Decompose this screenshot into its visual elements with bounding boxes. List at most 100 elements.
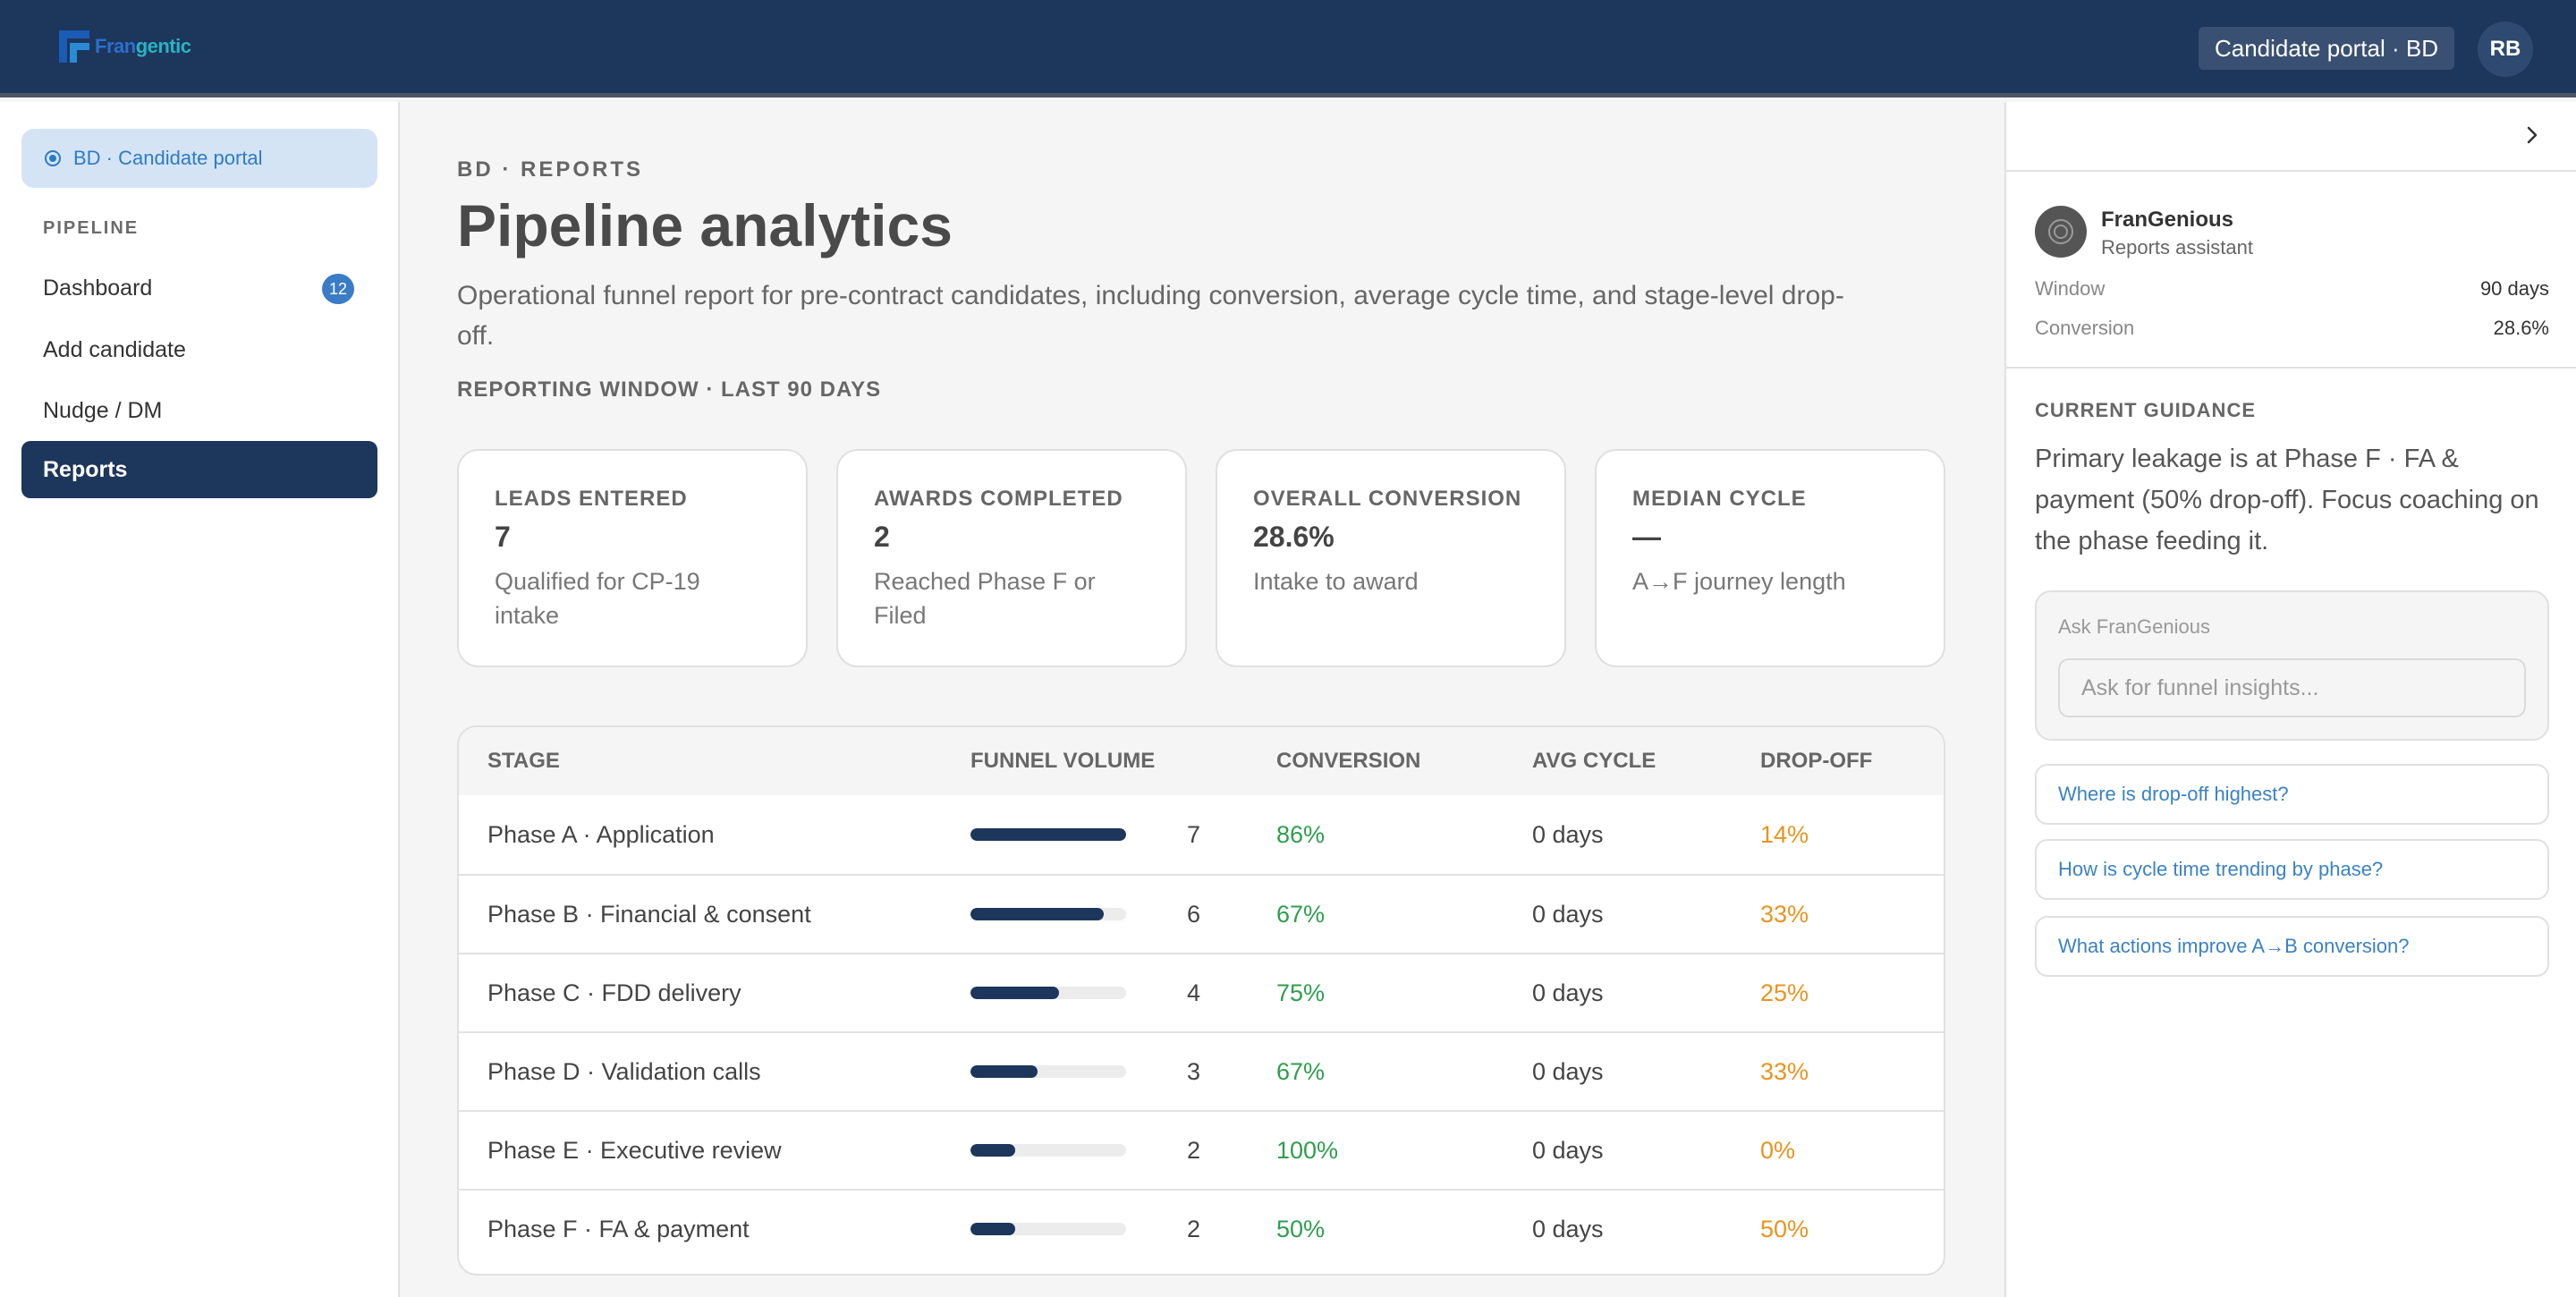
avg-cycle-cell: 0 days	[1532, 820, 1604, 848]
funnel-volume-bar-fill	[970, 1144, 1015, 1157]
avg-cycle-cell: 0 days	[1532, 1136, 1604, 1164]
notification-badge: 12	[322, 274, 354, 304]
kpi-description: Intake to award	[1253, 568, 1419, 595]
funnel-volume-bar	[970, 1144, 1126, 1157]
conversion-value: 28.6%	[2493, 317, 2549, 339]
conversion-cell: 67%	[1276, 900, 1326, 928]
funnel-volume-bar-fill	[970, 828, 1126, 841]
avg-cycle-cell: 0 days	[1532, 979, 1604, 1006]
page-subtitle: Operational funnel report for pre-contra…	[457, 281, 1844, 351]
table-row[interactable]: Phase D · Validation calls 3 67% 0 days 33%	[459, 1031, 1944, 1110]
stage-cell: Phase F · FA & payment	[487, 1215, 750, 1242]
portal-switcher-button[interactable]: Candidate portal · BD	[2198, 27, 2454, 70]
kpi-value: 7	[495, 521, 511, 553]
table-row[interactable]: Phase B · Financial & consent 6 67% 0 days 3…	[459, 874, 1944, 953]
user-avatar[interactable]: RB	[2478, 21, 2533, 77]
funnel-volume-bar-fill	[970, 1065, 1038, 1078]
kpi-card-awards: AWARDS COMPLETED 2 Reached Phase F or Fi…	[836, 449, 1187, 667]
assistant-avatar-icon	[2035, 206, 2087, 258]
portal-selector[interactable]: BD · Candidate portal	[21, 129, 377, 188]
column-header-avg-cycle: AVG CYCLE	[1532, 749, 1657, 773]
drop-off-cell: 33%	[1760, 900, 1809, 928]
assistant-role: Reports assistant	[2101, 236, 2253, 259]
breadcrumb: BD · REPORTS	[457, 157, 644, 182]
column-header-funnel-volume: FUNNEL VOLUME	[970, 749, 1156, 773]
volume-count-cell: 3	[1187, 1057, 1201, 1085]
stage-cell: Phase C · FDD delivery	[487, 979, 741, 1006]
funnel-volume-bar-fill	[970, 987, 1060, 999]
volume-count-cell: 7	[1187, 820, 1201, 848]
column-header-stage: STAGE	[487, 749, 560, 773]
volume-count-cell: 2	[1187, 1136, 1201, 1164]
reporting-window-label: REPORTING WINDOW · LAST 90 DAYS	[457, 377, 882, 402]
drop-off-cell: 25%	[1760, 979, 1809, 1006]
suggestion-button[interactable]: What actions improve A→B conversion?	[2035, 916, 2549, 977]
funnel-volume-bar	[970, 828, 1126, 841]
divider	[2006, 367, 2576, 369]
assistant-name: FranGenious	[2101, 208, 2234, 232]
stage-cell: Phase B · Financial & consent	[487, 900, 811, 928]
assistant-identity: FranGenious Reports assistant	[2035, 206, 2253, 259]
funnel-volume-bar	[970, 908, 1126, 920]
main-content: BD · REPORTS Pipeline analytics Operatio…	[402, 102, 2004, 1297]
sidebar-item-reports[interactable]: Reports	[21, 441, 377, 498]
assistant-panel: FranGenious Reports assistant Window 90 …	[2004, 102, 2576, 1297]
sidebar-item-nudge-dm[interactable]: Nudge / DM	[21, 382, 377, 439]
table-row[interactable]: Phase A · Application 7 86% 0 days 14%	[459, 795, 1944, 874]
chevron-right-icon[interactable]	[2519, 122, 2546, 148]
table-header: STAGE FUNNEL VOLUME CONVERSION AVG CYCLE…	[459, 727, 1944, 795]
ask-label: Ask FranGenious	[2058, 615, 2210, 638]
kpi-value: 28.6%	[1253, 521, 1335, 553]
window-key: Window	[2035, 277, 2106, 300]
funnel-volume-bar-fill	[970, 1223, 1015, 1235]
stage-cell: Phase D · Validation calls	[487, 1057, 761, 1085]
avg-cycle-cell: 0 days	[1532, 900, 1604, 928]
portal-selector-label: BD · Candidate portal	[73, 147, 263, 169]
kpi-value: 2	[874, 521, 890, 553]
kpi-label: AWARDS COMPLETED	[874, 487, 1123, 511]
guidance-label: CURRENT GUIDANCE	[2035, 399, 2256, 421]
funnel-volume-bar-fill	[970, 908, 1105, 920]
avg-cycle-cell: 0 days	[1532, 1215, 1604, 1242]
conversion-cell: 75%	[1276, 979, 1326, 1006]
kpi-label: MEDIAN CYCLE	[1632, 487, 1807, 511]
volume-count-cell: 2	[1187, 1215, 1201, 1242]
ask-input[interactable]	[2058, 658, 2526, 717]
ask-assistant-box: Ask FranGenious	[2035, 590, 2549, 741]
table-row[interactable]: Phase E · Executive review 2 100% 0 days 0%	[459, 1110, 1944, 1189]
conversion-key: Conversion	[2035, 317, 2135, 339]
sidebar-item-dashboard[interactable]: Dashboard 12	[21, 259, 377, 317]
funnel-table: STAGE FUNNEL VOLUME CONVERSION AVG CYCLE…	[457, 725, 1945, 1276]
table-row[interactable]: Phase C · FDD delivery 4 75% 0 days 25%	[459, 953, 1944, 1031]
logo[interactable]: Frangentic	[59, 27, 191, 66]
page-title: Pipeline analytics	[457, 192, 953, 259]
kpi-description: Qualified for CP-19 intake	[495, 568, 700, 629]
table-row[interactable]: Phase F · FA & payment 2 50% 0 days 50%	[459, 1189, 1944, 1267]
sidebar: BD · Candidate portal PIPELINE Dashboard…	[0, 102, 400, 1297]
drop-off-cell: 14%	[1760, 820, 1809, 848]
kpi-description: Reached Phase F or Filed	[874, 568, 1096, 629]
stage-cell: Phase A · Application	[487, 820, 715, 848]
drop-off-cell: 33%	[1760, 1057, 1809, 1085]
stage-cell: Phase E · Executive review	[487, 1136, 782, 1164]
conversion-cell: 86%	[1276, 820, 1326, 848]
suggestion-button[interactable]: How is cycle time trending by phase?	[2035, 839, 2549, 900]
conversion-cell: 67%	[1276, 1057, 1326, 1085]
conversion-cell: 100%	[1276, 1136, 1339, 1164]
conversion-cell: 50%	[1276, 1215, 1326, 1242]
column-header-conversion: CONVERSION	[1276, 749, 1421, 773]
logo-icon	[59, 30, 89, 63]
avg-cycle-cell: 0 days	[1532, 1057, 1604, 1085]
sidebar-item-label: Dashboard	[43, 275, 153, 301]
assistant-panel-header	[2006, 102, 2576, 172]
kpi-label: LEADS ENTERED	[495, 487, 688, 511]
window-info-row: Window 90 days	[2035, 277, 2549, 301]
sidebar-item-label: Add candidate	[43, 336, 186, 362]
column-header-drop-off: DROP-OFF	[1760, 749, 1873, 773]
sidebar-item-add-candidate[interactable]: Add candidate	[21, 321, 377, 378]
kpi-description: A→F journey length	[1632, 568, 1846, 595]
drop-off-cell: 0%	[1760, 1136, 1796, 1164]
suggestion-button[interactable]: Where is drop-off highest?	[2035, 764, 2549, 825]
volume-count-cell: 6	[1187, 900, 1201, 928]
section-label-pipeline: PIPELINE	[43, 218, 140, 238]
